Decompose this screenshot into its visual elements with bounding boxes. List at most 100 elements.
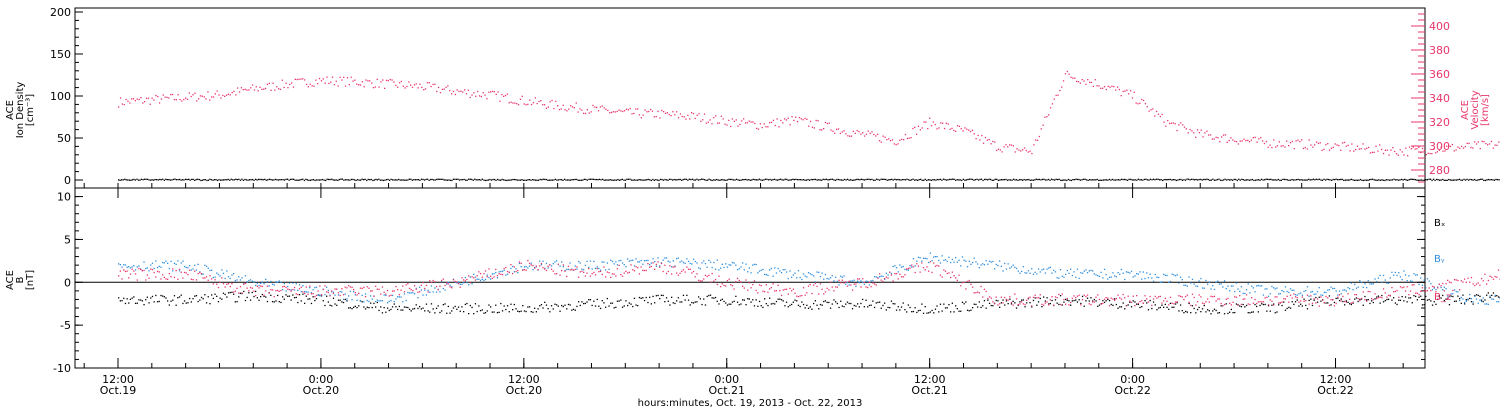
by-series-point: [1425, 287, 1427, 289]
density-series-point: [1174, 179, 1176, 181]
density-series-point: [752, 178, 754, 180]
density-series-point: [1195, 178, 1197, 181]
velocity-series-point: [1392, 147, 1394, 149]
by-series-point: [1271, 285, 1273, 288]
velocity-series-point: [473, 92, 475, 94]
bx-series-point: [904, 309, 906, 311]
bx-series-point: [1010, 303, 1013, 305]
velocity-series-point: [852, 130, 854, 133]
velocity-series-point: [1180, 122, 1182, 124]
density-series-point: [518, 179, 520, 181]
velocity-series-point: [147, 97, 150, 99]
velocity-series-point: [467, 89, 469, 91]
velocity-series-point: [263, 88, 265, 90]
bx-series-point: [442, 304, 444, 306]
velocity-series-point: [893, 143, 895, 145]
bx-series-point: [691, 301, 693, 304]
density-series-point: [658, 179, 660, 182]
density-series-point: [958, 179, 960, 181]
bx-series-point: [515, 308, 517, 310]
by-series-point: [1345, 290, 1347, 292]
by-series-point: [393, 300, 395, 303]
velocity-series-point: [398, 82, 401, 84]
density-series-point: [250, 179, 252, 181]
by-series-point: [1054, 271, 1057, 273]
by-series-point: [1259, 285, 1261, 287]
density-series-point: [171, 179, 173, 181]
velocity-series-point: [791, 116, 793, 118]
velocity-series-point: [155, 94, 157, 97]
by-series-point: [1049, 266, 1051, 268]
density-series-point: [863, 179, 865, 181]
by-series-point: [337, 294, 340, 296]
bx-series-point: [892, 303, 894, 305]
density-series-point: [347, 179, 350, 181]
density-series-point: [1317, 178, 1319, 181]
velocity-series-point: [774, 124, 776, 127]
by-series-point: [1409, 280, 1412, 282]
velocity-series-point: [348, 84, 350, 86]
by-series-point: [1293, 289, 1295, 291]
by-series-point: [757, 272, 759, 274]
bx-series-point: [608, 305, 610, 307]
velocity-series-point: [506, 93, 509, 95]
by-series-point: [691, 263, 693, 265]
by-series-point: [518, 262, 521, 265]
density-series-point: [299, 179, 301, 181]
by-series-point: [351, 299, 353, 301]
velocity-series-point: [1049, 107, 1052, 109]
velocity-series-point: [782, 122, 784, 124]
velocity-series-point: [1353, 150, 1355, 152]
by-series-point: [1015, 267, 1018, 270]
right-y-tick-label: 360: [1429, 68, 1450, 81]
by-series-point: [951, 258, 953, 261]
velocity-series-point: [549, 101, 551, 103]
by-series-point: [493, 273, 495, 275]
density-series-point: [395, 179, 397, 181]
by-series-point: [649, 264, 651, 266]
bx-series-point: [1413, 295, 1415, 297]
by-series-point: [929, 252, 931, 254]
density-series-point: [985, 178, 987, 181]
by-series-point: [831, 275, 833, 277]
density-series-point: [1426, 179, 1429, 181]
density-series-point: [373, 179, 375, 181]
by-series-point: [525, 266, 527, 268]
bx-series-point: [456, 308, 458, 310]
velocity-series-point: [955, 130, 957, 132]
velocity-series-point: [540, 100, 542, 102]
bx-series-point: [177, 297, 179, 299]
velocity-series-point: [1044, 116, 1046, 118]
density-series-point: [256, 179, 258, 181]
velocity-series-point: [921, 127, 923, 129]
by-series-point: [1274, 288, 1276, 290]
by-series-point: [1086, 272, 1089, 274]
density-series-point: [1107, 179, 1109, 181]
density-series-point: [1221, 179, 1223, 182]
by-series-point: [872, 279, 874, 282]
by-series-point: [192, 268, 194, 270]
density-series-point: [1207, 178, 1209, 181]
by-series-point: [1127, 271, 1129, 273]
by-series-point: [145, 267, 147, 270]
density-series-point: [903, 178, 905, 181]
bx-series-point: [767, 304, 769, 307]
density-series-point: [163, 179, 165, 181]
velocity-series-point: [605, 108, 607, 110]
by-series-point: [1225, 288, 1227, 290]
by-series-point: [1240, 286, 1243, 288]
velocity-series-point: [1128, 93, 1130, 95]
density-series-point: [376, 179, 378, 181]
by-series-point: [1164, 274, 1166, 276]
by-series-point: [461, 283, 463, 285]
by-series-point: [484, 278, 487, 281]
velocity-series-point: [136, 98, 138, 100]
density-series-point: [142, 179, 144, 181]
bx-series-point: [163, 296, 165, 298]
velocity-series-point: [823, 128, 825, 130]
by-series-point: [1173, 274, 1175, 276]
velocity-series-point: [1282, 145, 1284, 147]
density-series-point: [1262, 179, 1264, 181]
velocity-series-point: [331, 76, 334, 78]
velocity-series-point: [437, 86, 440, 89]
